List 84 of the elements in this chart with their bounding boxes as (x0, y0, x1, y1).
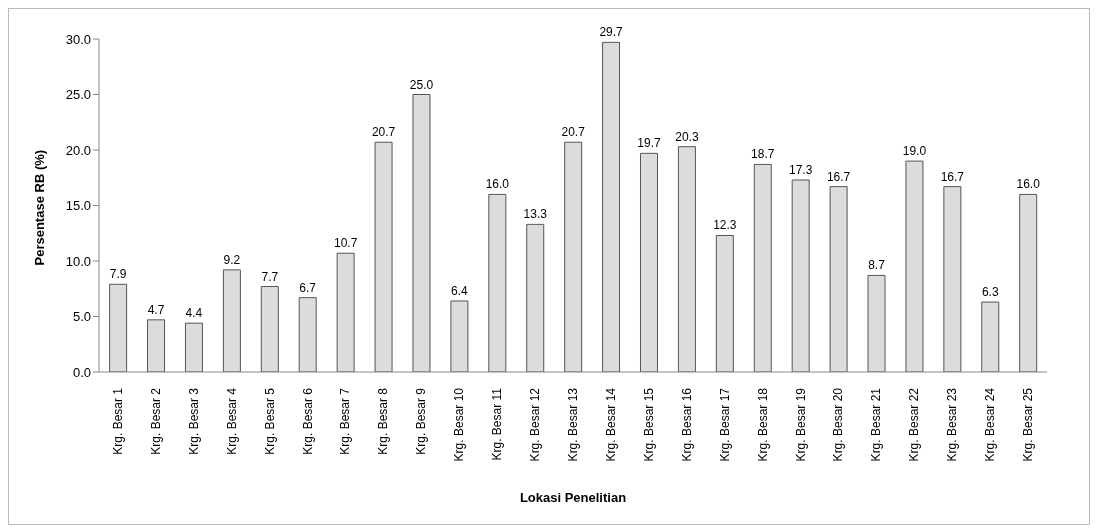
x-tick-label: Krg. Besar 16 (679, 387, 694, 462)
data-label: 19.0 (902, 144, 927, 159)
data-label: 25.0 (409, 77, 434, 92)
bar (867, 274, 886, 372)
y-tick-label: 20.0 (65, 142, 91, 158)
data-label: 20.7 (561, 125, 586, 140)
data-label: 20.3 (675, 129, 699, 144)
x-tick-label: Krg. Besar 8 (376, 387, 391, 455)
bar (488, 193, 507, 372)
x-tick-label: Krg. Besar 23 (945, 387, 960, 462)
x-tick-label: Krg. Besar 10 (452, 387, 467, 462)
bar (260, 286, 279, 372)
x-tick-label: Krg. Besar 19 (793, 387, 808, 462)
data-label: 16.0 (485, 177, 510, 192)
x-tick-label: Krg. Besar 6 (300, 387, 315, 455)
bar (715, 234, 734, 372)
bar (829, 186, 848, 372)
x-tick-label: Krg. Besar 3 (186, 387, 201, 455)
data-label: 10.7 (333, 236, 358, 251)
data-label: 8.7 (868, 258, 886, 273)
x-tick-label: Krg. Besar 18 (755, 387, 770, 462)
x-axis-title: Lokasi Penelitian (519, 490, 627, 505)
x-tick-label: Krg. Besar 22 (907, 387, 922, 462)
bar (905, 160, 924, 372)
x-tick-label: Krg. Besar 11 (490, 387, 505, 461)
data-label: 13.3 (523, 207, 548, 222)
bar (753, 163, 772, 372)
y-tick-label: 25.0 (65, 87, 91, 103)
y-tick-label: 30.0 (65, 31, 91, 47)
bar (109, 283, 128, 372)
data-label: 4.7 (147, 302, 165, 317)
x-tick-label: Krg. Besar 13 (566, 387, 580, 462)
bar (336, 252, 355, 372)
x-tick-label: Krg. Besar 12 (528, 387, 543, 462)
x-tick-label: Krg. Besar 1 (110, 387, 125, 455)
y-axis-title: Persentase RB (%) (31, 149, 47, 266)
bar (298, 297, 317, 372)
data-label: 6.4 (451, 283, 469, 298)
bar (564, 141, 583, 372)
bar (1019, 193, 1038, 372)
data-label: 6.7 (299, 280, 317, 295)
data-label: 9.2 (223, 252, 241, 267)
data-label: 12.3 (713, 218, 737, 233)
x-tick-label: Krg. Besar 21 (869, 387, 884, 462)
data-label: 16.0 (1016, 177, 1041, 192)
bar (147, 319, 166, 372)
x-tick-label: Krg. Besar 15 (641, 387, 656, 462)
x-tick-label: Krg. Besar 5 (262, 387, 277, 455)
x-tick-label: Krg. Besar 25 (1021, 387, 1036, 462)
bar (526, 223, 545, 372)
bar (450, 300, 469, 372)
bar (374, 141, 393, 372)
y-tick-label: 5.0 (72, 309, 91, 325)
bar (640, 152, 658, 372)
bar (943, 186, 962, 372)
data-label: 16.7 (940, 169, 965, 184)
x-tick-label: Krg. Besar 17 (717, 387, 732, 462)
data-label: 20.7 (371, 125, 396, 140)
y-tick-label: 10.0 (65, 253, 91, 269)
x-tick-label: Krg. Besar 14 (603, 387, 618, 462)
bar (602, 41, 621, 372)
bar (791, 179, 810, 372)
data-label: 18.7 (751, 147, 775, 162)
bar (412, 94, 431, 372)
x-tick-label: Krg. Besar 7 (338, 387, 353, 455)
data-label: 7.9 (109, 267, 127, 282)
bar (184, 322, 203, 372)
data-label: 6.3 (981, 285, 999, 300)
x-tick-label: Krg. Besar 9 (414, 387, 429, 455)
x-tick-label: Krg. Besar 20 (831, 387, 846, 462)
data-label: 29.7 (599, 25, 624, 40)
bar (677, 146, 696, 372)
bar (981, 301, 1000, 372)
y-tick-label: 0.0 (72, 364, 91, 380)
x-tick-label: Krg. Besar 2 (148, 387, 163, 455)
x-tick-label: Krg. Besar 24 (983, 387, 998, 462)
data-label: 16.7 (826, 169, 851, 184)
data-label: 17.3 (789, 162, 813, 177)
data-label: 4.4 (185, 306, 203, 321)
y-tick-label: 15.0 (65, 198, 91, 214)
data-label: 19.7 (637, 136, 661, 151)
bar (222, 269, 241, 372)
x-tick-label: Krg. Besar 4 (224, 387, 239, 455)
data-label: 7.7 (261, 269, 279, 284)
